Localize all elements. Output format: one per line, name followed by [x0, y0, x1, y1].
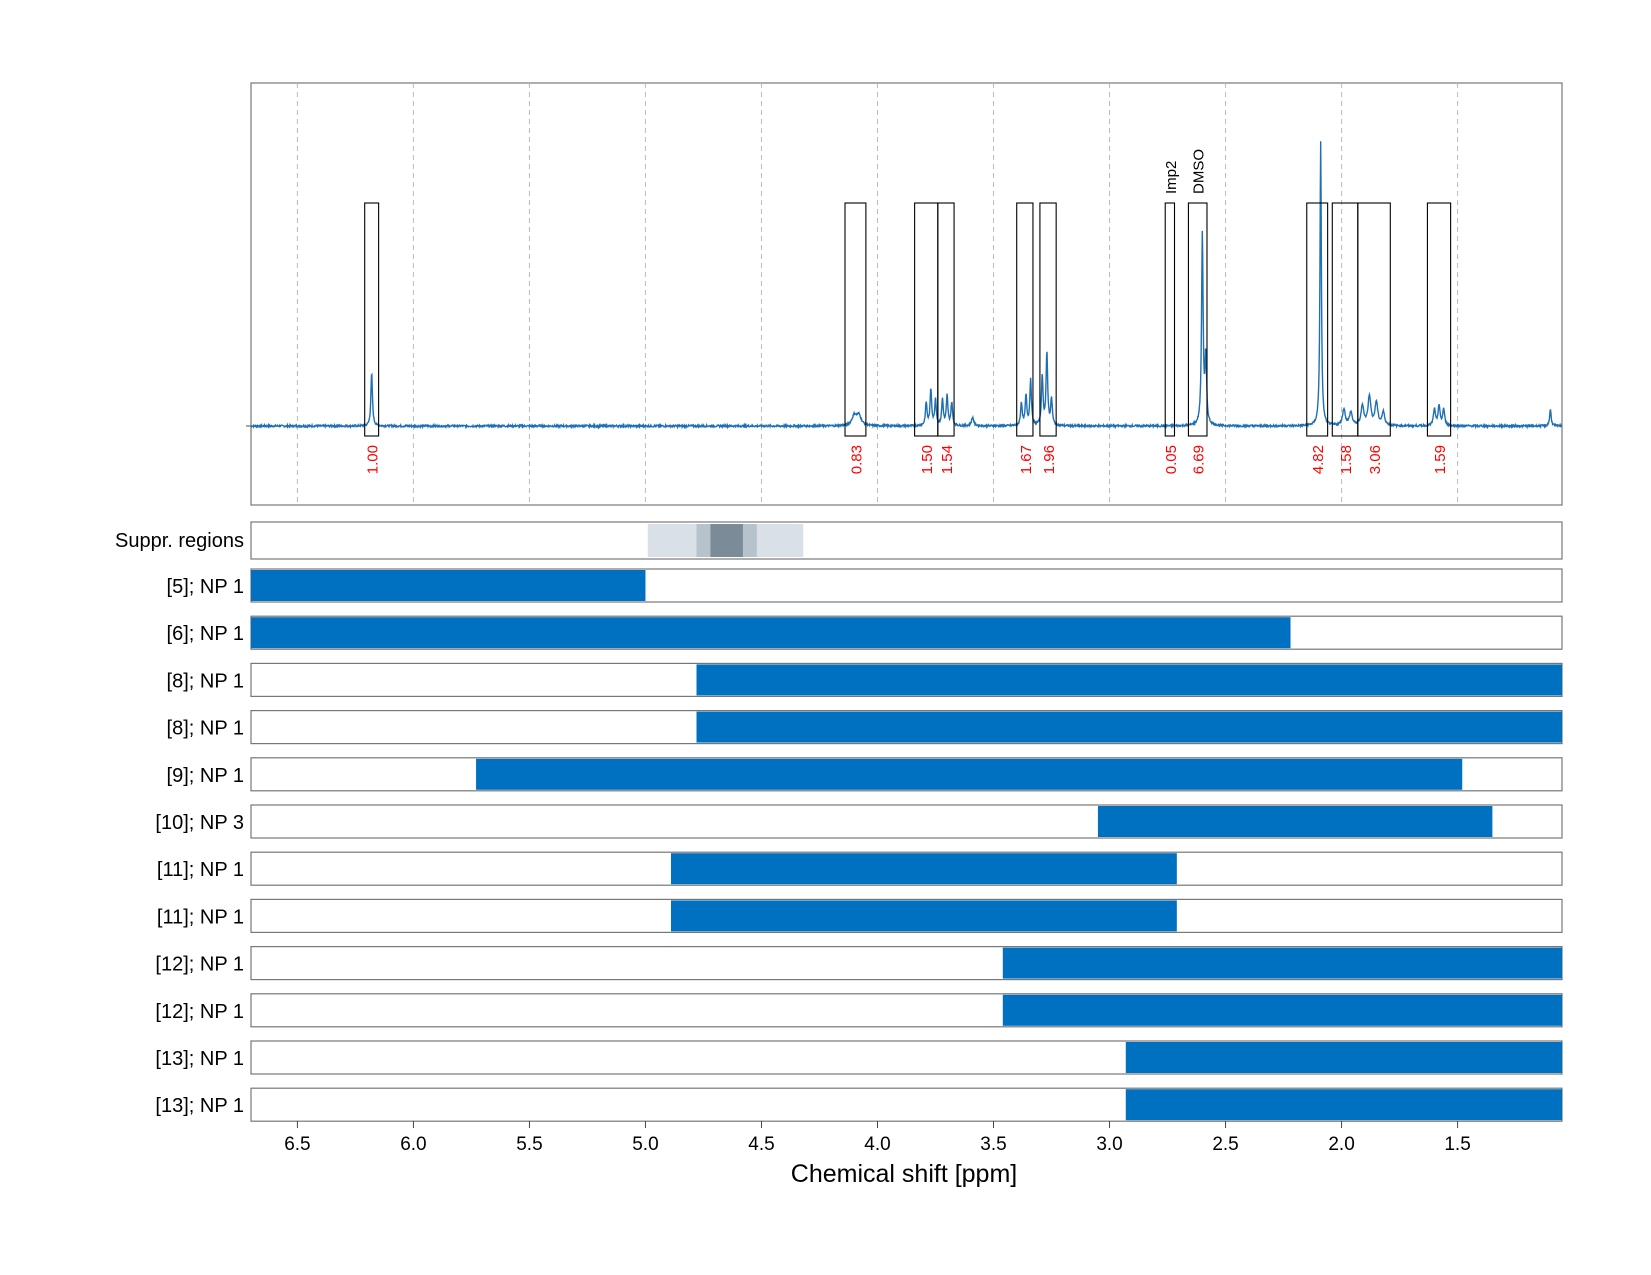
range-bar — [1125, 1042, 1562, 1073]
range-label: [12]; NP 1 — [155, 954, 244, 976]
range-label: [8]; NP 1 — [167, 718, 244, 740]
range-label: [12]; NP 1 — [155, 1001, 244, 1023]
integral-label: 3.06 — [1367, 445, 1384, 474]
integral-label: 1.00 — [365, 445, 382, 474]
range-label: [13]; NP 1 — [155, 1048, 244, 1070]
spectrum-line — [250, 141, 1563, 430]
integration-box — [844, 202, 867, 437]
suppr-label: Suppr. regions — [115, 530, 244, 552]
range-bar — [251, 617, 1291, 649]
range-bar — [1002, 947, 1562, 979]
spectrum-panel: 1.00 0.83 1.50 1.54 1.67 1.96 0.05 Imp2 6.69 DMSO… — [246, 82, 1563, 506]
integral-label: 1.96 — [1041, 445, 1058, 474]
integral-label: 1.67 — [1018, 445, 1035, 474]
x-tick-label: 6.0 — [400, 1134, 426, 1155]
range-bar — [251, 570, 646, 601]
peak-annotation: Imp2 — [1163, 161, 1180, 194]
x-tick-label: 5.0 — [632, 1134, 658, 1155]
x-axis-label: Chemical shift [ppm] — [791, 1160, 1017, 1188]
integration-box — [1039, 202, 1057, 437]
x-tick-label: 6.5 — [284, 1134, 310, 1155]
range-bar — [1002, 994, 1562, 1026]
range-bar — [696, 711, 1562, 743]
integration-box — [1426, 202, 1452, 437]
integral-label: 1.58 — [1338, 445, 1355, 474]
x-axis: 6.5 6.0 5.5 5.0 4.5 4.0 3.5 3.0 2.5 2.0 1.5 — [284, 1121, 1471, 1155]
integration-box — [914, 202, 939, 437]
spectrum-frame — [250, 82, 1563, 506]
range-bar — [476, 758, 1463, 790]
range-label: [8]; NP 1 — [167, 670, 244, 692]
x-tick-label: 2.5 — [1212, 1134, 1238, 1155]
integration-box — [364, 202, 380, 437]
integral-label: 1.59 — [1432, 445, 1449, 474]
suppr-frame — [250, 521, 1563, 560]
range-label: [10]; NP 3 — [155, 812, 244, 834]
integration-box — [1164, 202, 1176, 437]
range-label: [11]; NP 1 — [157, 906, 244, 928]
range-bar — [670, 853, 1177, 885]
x-tick-label: 3.5 — [980, 1134, 1006, 1155]
ranges-panel: [5]; NP 1 [6]; NP 1 [8]; NP 1 [8]; NP 1 [9];… — [155, 568, 1563, 1122]
x-tick-label: 3.0 — [1096, 1134, 1122, 1155]
integral-label: 0.05 — [1163, 445, 1180, 474]
range-label: [9]; NP 1 — [167, 765, 244, 787]
x-tick-label: 5.5 — [516, 1134, 542, 1155]
suppr-band — [710, 524, 743, 557]
range-label: [11]; NP 1 — [157, 859, 244, 881]
integral-label: 4.82 — [1310, 445, 1327, 474]
suppressed-regions-panel: Suppr. regions — [115, 521, 1563, 560]
range-bar — [670, 900, 1177, 932]
integral-label: 1.50 — [919, 445, 936, 474]
range-label: [6]; NP 1 — [167, 623, 244, 645]
x-tick-label: 4.5 — [748, 1134, 774, 1155]
integration-box — [1016, 202, 1034, 437]
integration-box — [1331, 202, 1359, 437]
integration-box — [1357, 202, 1391, 437]
range-label: [13]; NP 1 — [155, 1095, 244, 1117]
range-bar — [1125, 1089, 1562, 1121]
integration-box — [1187, 202, 1208, 437]
x-tick-label: 1.5 — [1444, 1134, 1470, 1155]
integral-label: 6.69 — [1191, 445, 1208, 474]
range-bar — [1097, 806, 1493, 837]
x-tick-label: 2.0 — [1328, 1134, 1354, 1155]
integral-label: 0.83 — [848, 445, 865, 474]
x-tick-label: 4.0 — [864, 1134, 890, 1155]
integral-label: 1.54 — [939, 445, 956, 474]
integration-box — [937, 202, 955, 437]
peak-annotation: DMSO — [1191, 149, 1208, 194]
range-bar — [696, 664, 1562, 696]
range-label: [5]; NP 1 — [167, 576, 244, 598]
integration-box — [1306, 202, 1329, 437]
